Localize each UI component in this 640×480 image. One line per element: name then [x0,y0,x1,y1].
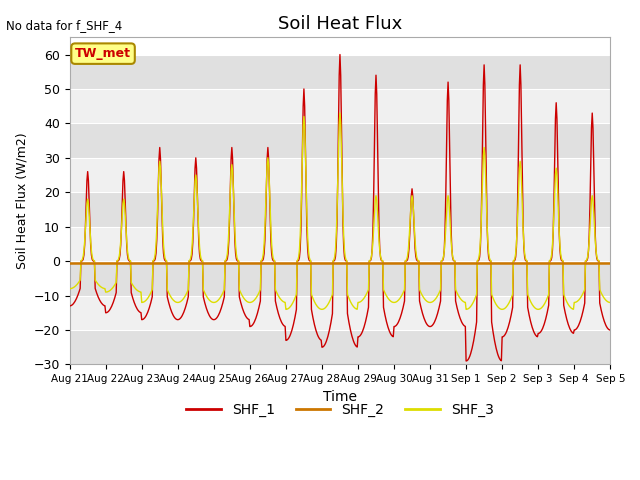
Text: TW_met: TW_met [75,47,131,60]
Text: No data for f_SHF_4: No data for f_SHF_4 [6,19,123,32]
Bar [70,261,611,296]
Bar [70,158,611,192]
Bar [70,330,611,364]
X-axis label: Time: Time [323,390,357,404]
Bar [70,296,611,330]
Bar [70,89,611,123]
Y-axis label: Soil Heat Flux (W/m2): Soil Heat Flux (W/m2) [15,132,28,269]
Title: Soil Heat Flux: Soil Heat Flux [278,15,402,33]
Legend: SHF_1, SHF_2, SHF_3: SHF_1, SHF_2, SHF_3 [180,397,499,423]
Bar [70,55,611,89]
Bar [70,192,611,227]
Bar [70,227,611,261]
Bar [70,123,611,158]
